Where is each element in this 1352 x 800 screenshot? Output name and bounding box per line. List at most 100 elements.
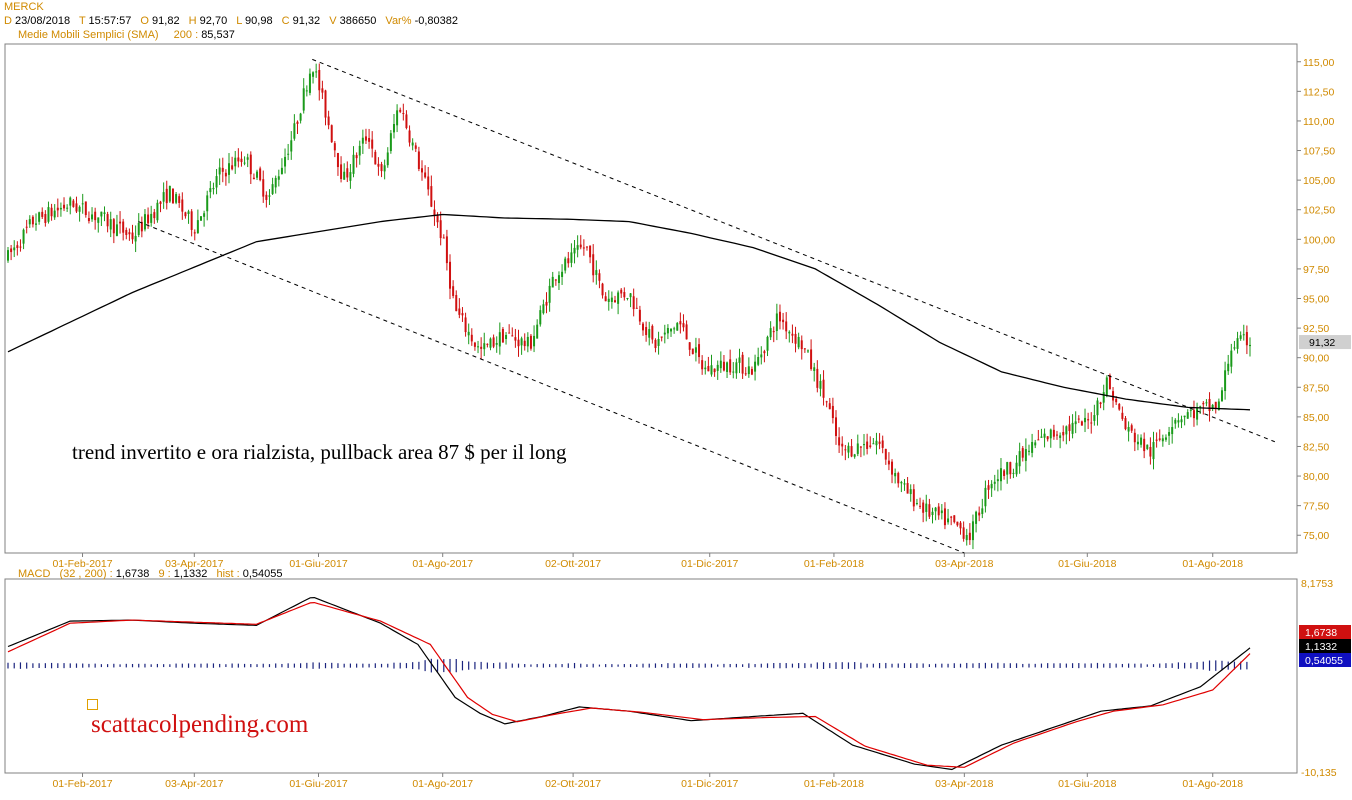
candle-body (228, 163, 231, 175)
price-y-tick-label: 115,00 (1303, 57, 1334, 69)
candle-body (137, 222, 140, 235)
candle-body (841, 443, 844, 447)
candle-body (1158, 438, 1161, 440)
candle-body (458, 308, 461, 315)
candle-body (1214, 401, 1217, 409)
candle-body (147, 214, 150, 224)
candle-body (234, 157, 237, 167)
candle-body (999, 468, 1002, 482)
price-x-tick-label: 01-Ago-2017 (412, 558, 473, 570)
sma-period: 200 : (173, 29, 199, 41)
candle-body (1090, 422, 1093, 424)
candle-body (380, 164, 383, 172)
candle-body (128, 232, 131, 235)
candle-body (246, 157, 249, 160)
candle-body (1027, 450, 1030, 452)
price-x-tick-label: 01-Feb-2017 (52, 558, 112, 570)
candle-body (106, 214, 109, 227)
candle-body (990, 483, 993, 489)
candle-body (947, 518, 950, 523)
candle-body (480, 346, 483, 349)
candle-body (327, 116, 330, 126)
candle-body (162, 192, 165, 202)
candle-body (361, 137, 364, 144)
candle-body (604, 296, 607, 302)
candle-body (1227, 363, 1230, 372)
candle-body (984, 487, 987, 507)
candle-body (421, 168, 423, 173)
candle-body (1186, 412, 1189, 419)
candle-body (971, 521, 974, 541)
candle-body (1202, 402, 1205, 405)
macd-value-tag-label: 1,6738 (1305, 627, 1337, 639)
candle-body (775, 313, 778, 332)
candle-body (1118, 403, 1121, 410)
candle-body (850, 446, 853, 457)
candle-body (919, 505, 922, 507)
candle-body (673, 328, 676, 330)
candle-body (1093, 415, 1096, 421)
hist-label: hist : (216, 568, 240, 580)
candle-body (1168, 432, 1171, 436)
time-label: T (78, 15, 86, 27)
candle-body (1136, 441, 1139, 445)
candle-body (7, 250, 9, 261)
candle-body (1146, 444, 1149, 449)
candle-body (554, 279, 557, 281)
low-value: 90,98 (245, 15, 273, 27)
candle-body (153, 212, 156, 219)
candle-body (1062, 431, 1065, 436)
candle-body (1087, 419, 1090, 421)
candle-body (203, 213, 206, 217)
candle-body (670, 328, 673, 332)
candle-body (159, 201, 162, 204)
candle-body (585, 246, 588, 248)
var-label: Var% (385, 15, 412, 27)
candle-body (844, 449, 847, 451)
close-label: C (281, 15, 290, 27)
candle-body (374, 151, 377, 165)
candle-body (452, 286, 455, 296)
candle-body (84, 201, 87, 216)
candle-body (44, 214, 47, 223)
candle-body (816, 368, 819, 388)
candle-body (125, 229, 128, 235)
candle-body (187, 211, 190, 214)
candle-body (835, 417, 837, 437)
brand-box-icon (87, 699, 98, 710)
candle-body (252, 177, 255, 180)
open-label: O (140, 15, 149, 27)
candle-body (838, 437, 841, 446)
candle-body (483, 343, 486, 350)
candle-body (654, 339, 657, 349)
candle-body (981, 508, 984, 514)
candle-body (738, 357, 741, 363)
candle-body (1065, 426, 1068, 435)
chart-title: MERCK (4, 1, 44, 13)
candle-body (1021, 448, 1024, 458)
candle-body (878, 441, 881, 444)
price-x-tick-label: 03-Apr-2017 (165, 558, 224, 570)
candle-body (579, 244, 582, 248)
last-price-label: 91,32 (1309, 337, 1335, 349)
candle-body (100, 211, 103, 217)
candle-body (769, 328, 772, 338)
candle-body (1149, 446, 1152, 457)
candle-body (791, 333, 794, 336)
candle-body (1108, 375, 1111, 390)
candle-body (987, 485, 990, 490)
candle-body (915, 502, 918, 504)
candle-body (59, 207, 62, 210)
candle-body (940, 510, 943, 514)
candle-body (1180, 419, 1183, 423)
candle-body (806, 350, 809, 352)
candle-body (53, 210, 56, 218)
candle-body (1183, 415, 1186, 418)
candle-body (1155, 439, 1158, 441)
price-y-tick-label: 85,00 (1303, 412, 1329, 424)
candle-body (551, 276, 554, 288)
price-y-tick-label: 87,50 (1303, 382, 1329, 394)
candle-body (156, 202, 159, 221)
candle-body (115, 224, 118, 236)
candle-body (1077, 418, 1080, 420)
